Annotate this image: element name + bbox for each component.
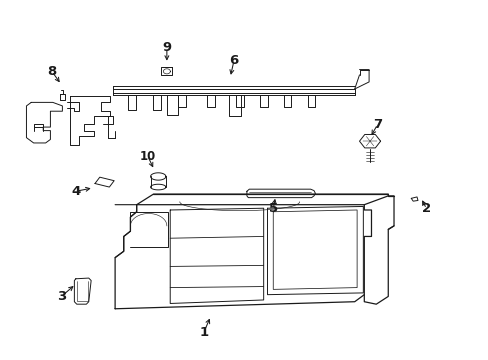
Text: 10: 10: [139, 149, 156, 162]
Text: 5: 5: [268, 202, 277, 215]
Text: 2: 2: [421, 202, 430, 215]
Text: 7: 7: [372, 118, 382, 131]
Text: 3: 3: [57, 290, 66, 303]
Text: 8: 8: [47, 65, 56, 78]
Text: 6: 6: [229, 54, 238, 67]
Text: 1: 1: [199, 326, 208, 339]
Text: 4: 4: [71, 185, 80, 198]
Text: 9: 9: [162, 41, 171, 54]
